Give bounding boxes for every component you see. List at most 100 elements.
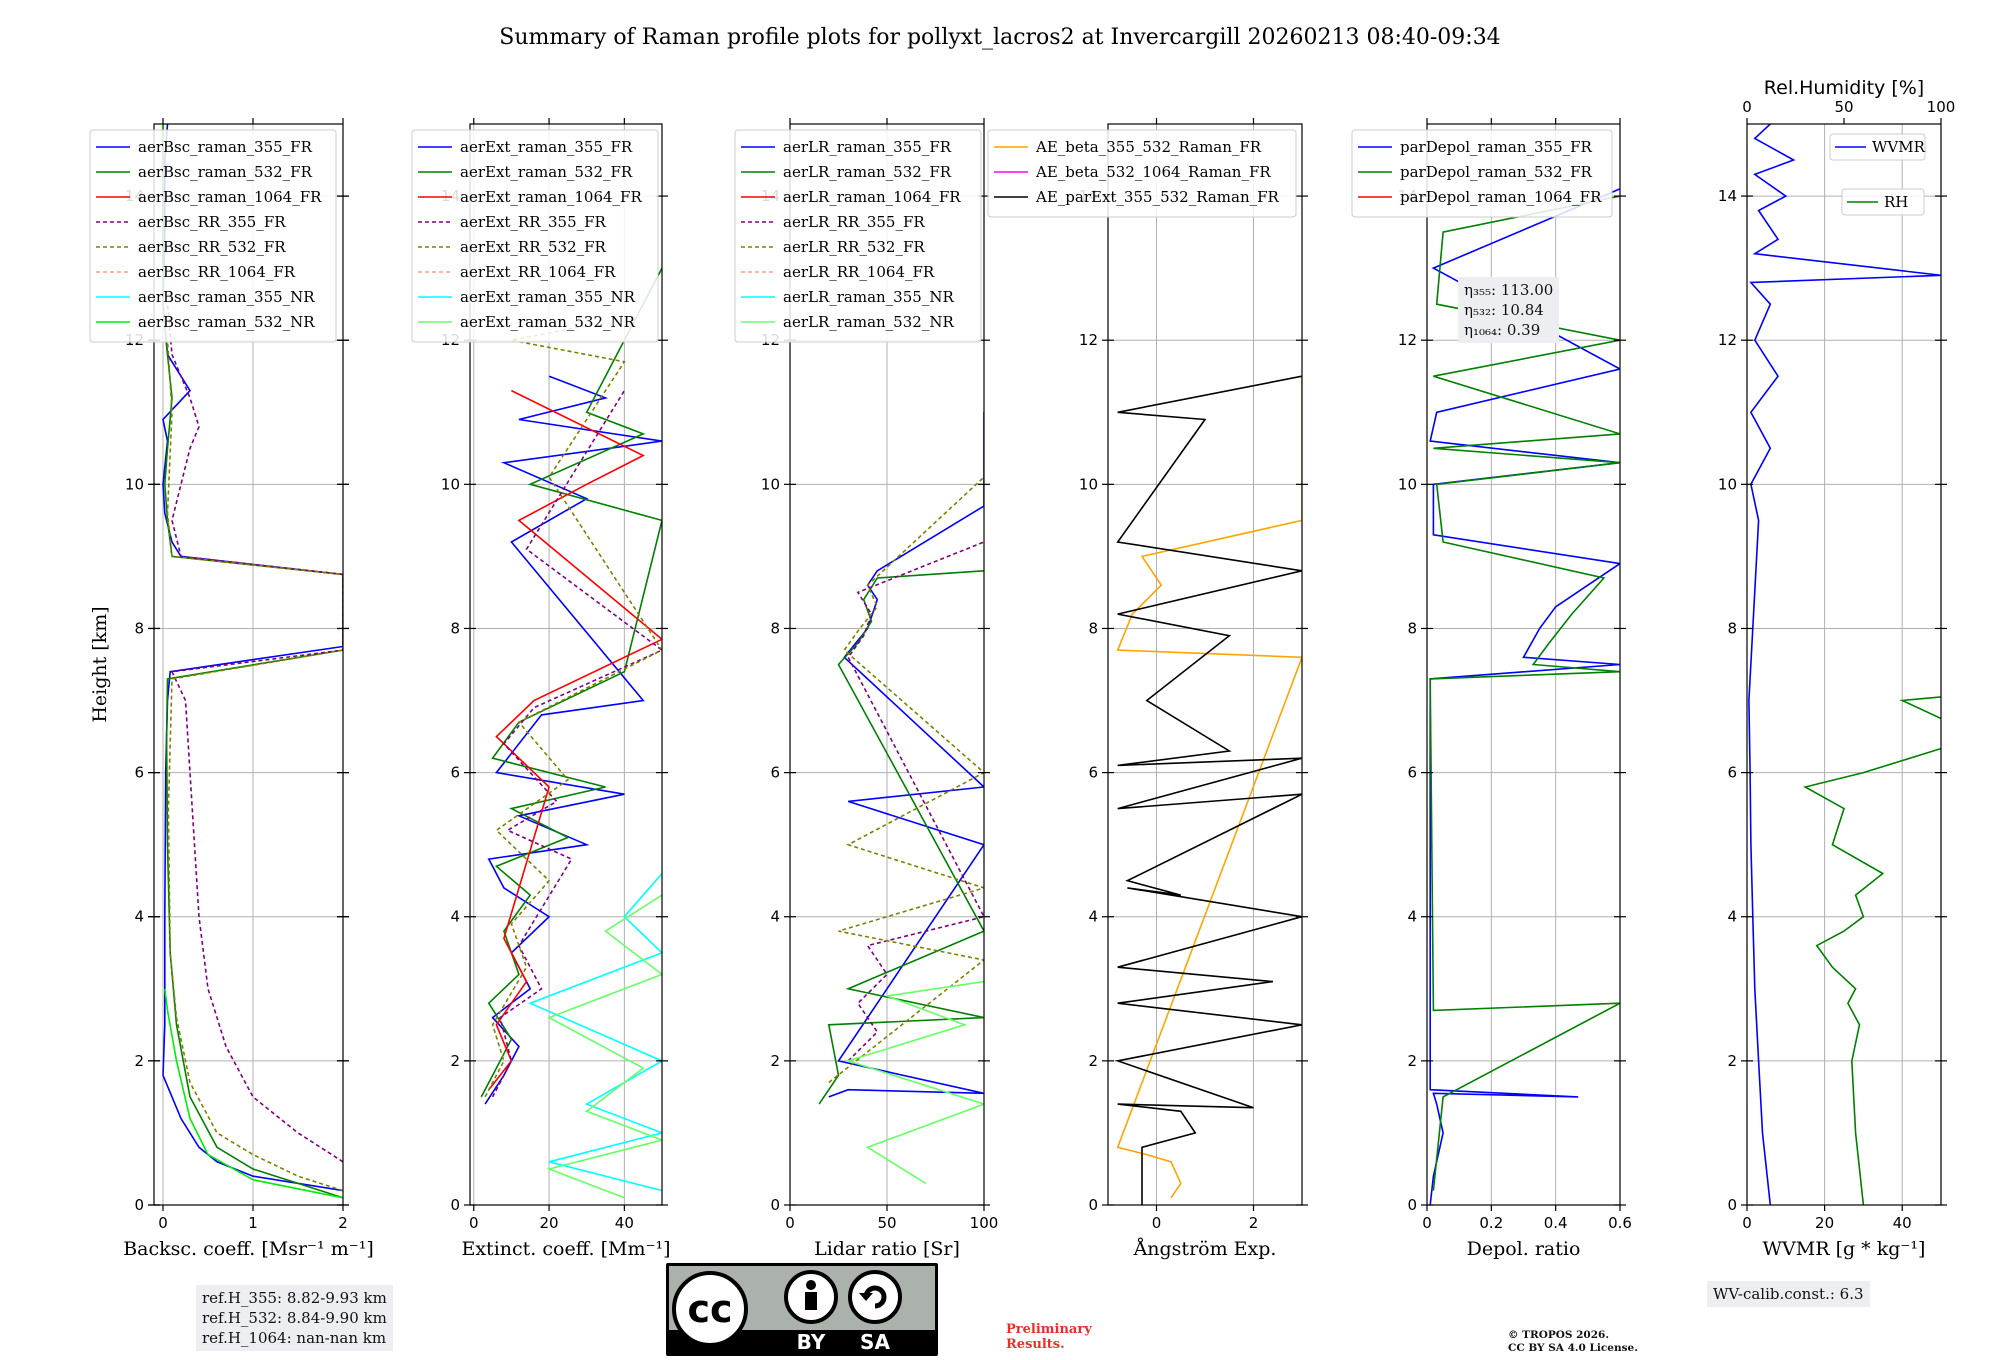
panel-angstrom: 0246810121402Ångström Exp.AE_beta_355_53… [987, 118, 1308, 1260]
legend: aerExt_raman_355_FR aerExt_raman_532_FRae… [411, 129, 659, 343]
x-tick-label: 0 [1152, 1214, 1162, 1232]
series-line [845, 980, 984, 1185]
legend-box [734, 129, 982, 343]
legend-label: aerLR_raman_1064_FR [783, 188, 961, 206]
series-line [1116, 376, 1302, 1199]
y-tick-label: 8 [1088, 619, 1098, 637]
y-axis-label: Height [km] [89, 606, 111, 722]
legend-label: aerBsc_RR_532_FR [138, 238, 286, 256]
eta-info: η₃₅₅: 113.00 η₅₃₂: 10.84 η₁₀₆₄: 0.39 [1458, 277, 1560, 343]
y-tick-label: 4 [450, 908, 460, 926]
y-tick-label: 0 [1088, 1196, 1098, 1214]
series-line [1748, 124, 1941, 1205]
x-axis-label: WVMR [g * kg⁻¹] [1763, 1238, 1926, 1260]
y-tick-label: 0 [1407, 1196, 1417, 1214]
axes-frame [1746, 123, 1942, 1206]
y-tick-label: 2 [450, 1052, 460, 1070]
eta-1064: η₁₀₆₄: 0.39 [1464, 321, 1541, 339]
x-tick-label: 20 [540, 1214, 559, 1232]
y-tick-label: 2 [770, 1052, 780, 1070]
series-line [162, 124, 343, 1192]
y-tick-label: 4 [770, 908, 780, 926]
legend-label: aerBsc_raman_532_FR [138, 163, 313, 181]
preliminary-note: Preliminary Results. [1006, 1322, 1092, 1352]
legend-label: parDepol_raman_1064_FR [1400, 188, 1602, 206]
y-tick-label: 6 [1407, 764, 1417, 782]
y-tick-label: 6 [450, 764, 460, 782]
x-tick-label: 40 [1893, 1214, 1912, 1232]
x-tick-label: 2 [1249, 1214, 1259, 1232]
y-tick-label: 6 [1088, 764, 1098, 782]
series-line [1429, 188, 1620, 1205]
ref-height-info: ref.H_355: 8.82-9.93 km ref.H_532: 8.84-… [196, 1285, 393, 1351]
y-tick-label: 6 [770, 764, 780, 782]
series-line [484, 325, 662, 1098]
y-tick-label: 0 [134, 1196, 144, 1214]
y-tick-label: 4 [1727, 908, 1737, 926]
legend-label: aerLR_RR_532_FR [783, 238, 925, 256]
legend: aerLR_raman_355_FR aerLR_raman_532_FR aerL… [734, 129, 982, 343]
legend: WVMR RH [1829, 133, 1926, 216]
series-line [166, 304, 343, 1163]
axes-frame [1107, 123, 1303, 1206]
share-alike-icon [848, 1270, 902, 1324]
legend-label: parDepol_raman_532_FR [1400, 163, 1593, 181]
x-tick-label: 0 [158, 1214, 168, 1232]
legend-label: AE_beta_532_1064_Raman_FR [1035, 163, 1271, 181]
copyright-line-2: CC BY SA 4.0 License. [1508, 1342, 1638, 1354]
legend-box [1841, 188, 1925, 216]
copyright-note: © TROPOS 2026. CC BY SA 4.0 License. [1508, 1329, 1638, 1355]
x-tick-label: 0 [469, 1214, 479, 1232]
series-group [1429, 188, 1620, 1205]
x-tick-label: 0.2 [1479, 1214, 1503, 1232]
legend-label: aerExt_raman_355_FR [460, 138, 633, 156]
panel-extinction: 0246810121402040Extinct. coeff. [Mm⁻¹]ae… [411, 118, 671, 1260]
y-tick-label: 10 [125, 475, 144, 493]
series-line [847, 541, 984, 1062]
x-tick-label: 20 [1815, 1214, 1834, 1232]
legend-label: aerLR_raman_532_NR [783, 313, 954, 331]
legend-label: aerLR_RR_355_FR [783, 213, 925, 231]
legend-label: aerLR_RR_1064_FR [783, 263, 935, 281]
eta-355: η₃₅₅: 113.00 [1464, 281, 1554, 299]
panel-backscatter: 02468101214012Backsc. coeff. [Msr⁻¹ m⁻¹]… [89, 118, 374, 1260]
y-tick-label: 6 [134, 764, 144, 782]
x-tick-label: 0.6 [1608, 1214, 1632, 1232]
series-group [1114, 375, 1302, 1205]
preliminary-line-1: Preliminary [1006, 1322, 1092, 1337]
y-tick-label: 4 [134, 908, 144, 926]
series-line [491, 390, 662, 1098]
legend-label: WVMR [1872, 138, 1926, 156]
axes-frame [469, 123, 663, 1206]
copyright-line-1: © TROPOS 2026. [1508, 1329, 1610, 1341]
series-line [1803, 627, 1941, 1205]
top-x-tick-label: 50 [1834, 98, 1853, 116]
panel-lidar-ratio: 02468101214050100Lidar ratio [Sr]aerLR_r… [734, 118, 998, 1260]
legend-box [89, 129, 337, 343]
legend-label: aerExt_raman_532_FR [460, 163, 633, 181]
legend-label: aerBsc_raman_355_FR [138, 138, 313, 156]
series-line [818, 570, 984, 1105]
x-tick-label: 0 [1422, 1214, 1432, 1232]
top-x-tick-label: 100 [1927, 98, 1956, 116]
series-line [1114, 375, 1302, 1205]
series-line [828, 412, 984, 1098]
wv-calib-info: WV-calib.const.: 6.3 [1707, 1281, 1870, 1307]
legend-box [987, 129, 1297, 218]
legend-label: aerLR_raman_355_FR [783, 138, 952, 156]
x-tick-label: 40 [615, 1214, 634, 1232]
y-tick-label: 10 [441, 475, 460, 493]
legend-label: aerBsc_raman_1064_FR [138, 188, 322, 206]
wv-calib-const: WV-calib.const.: 6.3 [1713, 1285, 1864, 1303]
y-tick-label: 10 [761, 475, 780, 493]
legend-label: aerExt_RR_532_FR [460, 238, 607, 256]
y-tick-label: 12 [1718, 331, 1737, 349]
x-tick-label: 0 [785, 1214, 795, 1232]
y-tick-label: 14 [1718, 187, 1737, 205]
series-line [546, 894, 662, 1199]
legend-label: parDepol_raman_355_FR [1400, 138, 1593, 156]
y-tick-label: 2 [134, 1052, 144, 1070]
y-tick-label: 10 [1718, 475, 1737, 493]
y-tick-label: 0 [1727, 1196, 1737, 1214]
